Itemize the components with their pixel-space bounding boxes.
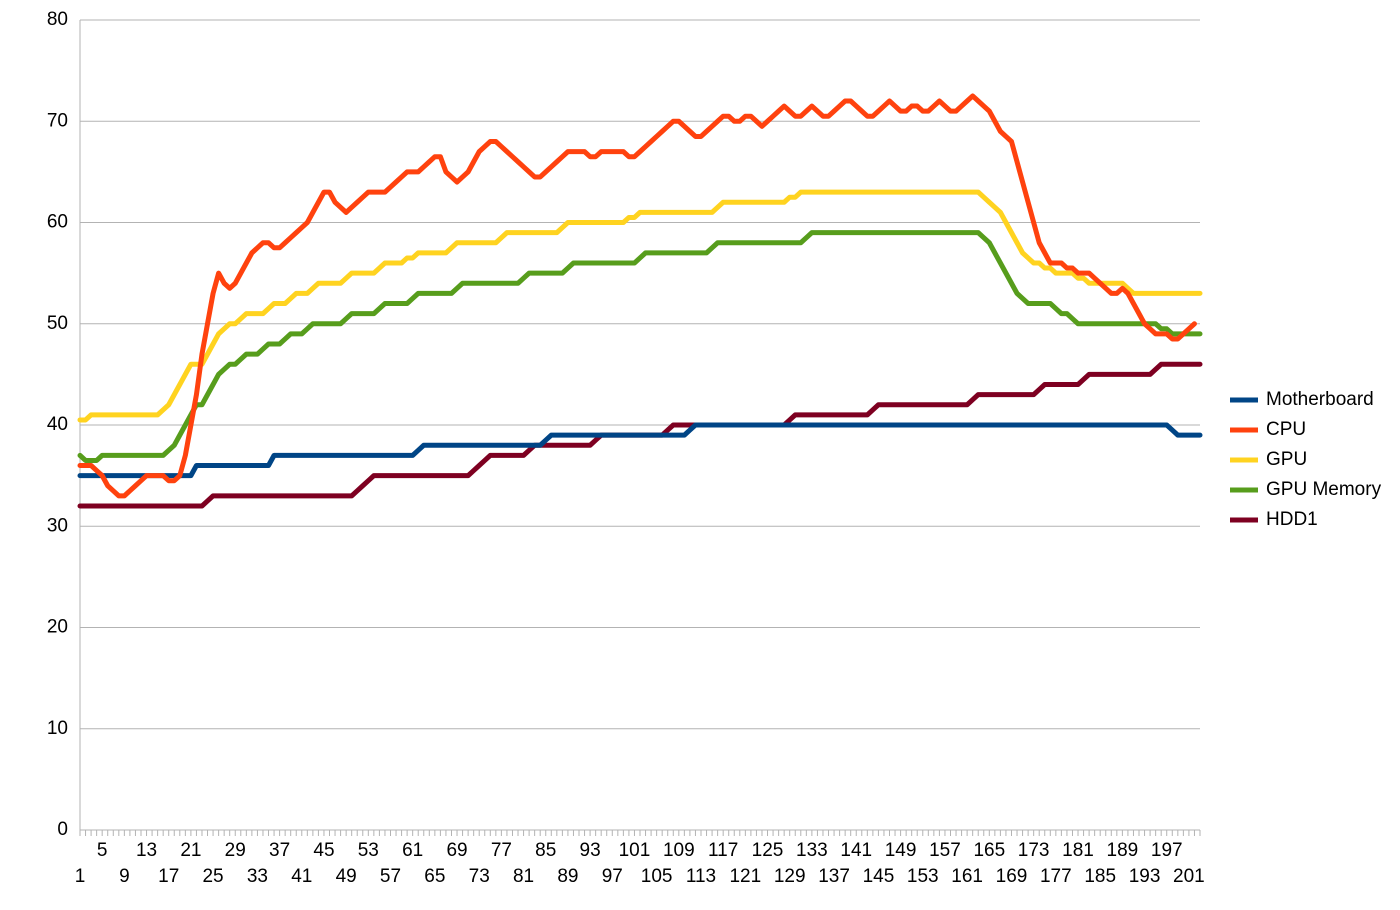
x-tick-label: 41 xyxy=(291,866,312,887)
x-tick-label: 181 xyxy=(1062,840,1094,861)
x-tick-label: 193 xyxy=(1129,866,1161,887)
x-tick-label: 61 xyxy=(402,840,423,861)
chart-svg: 0102030405060708051321293745536169778593… xyxy=(0,0,1400,910)
x-tick-label: 149 xyxy=(885,840,917,861)
legend-swatch-gpu xyxy=(1230,458,1258,463)
x-tick-label: 105 xyxy=(641,866,673,887)
legend-label-gpu_memory: GPU Memory xyxy=(1266,479,1382,500)
y-tick-label: 50 xyxy=(47,313,68,334)
x-tick-label: 161 xyxy=(951,866,983,887)
x-tick-label: 97 xyxy=(602,866,623,887)
legend-label-cpu: CPU xyxy=(1266,419,1306,440)
legend-swatch-motherboard xyxy=(1230,398,1258,403)
x-tick-label: 65 xyxy=(424,866,445,887)
legend-label-hdd1: HDD1 xyxy=(1266,509,1318,530)
x-tick-label: 101 xyxy=(619,840,651,861)
x-tick-label: 93 xyxy=(580,840,601,861)
legend-label-motherboard: Motherboard xyxy=(1266,389,1374,410)
temperature-line-chart: 0102030405060708051321293745536169778593… xyxy=(0,0,1400,910)
x-tick-label: 185 xyxy=(1084,866,1116,887)
x-tick-label: 17 xyxy=(158,866,179,887)
x-tick-label: 197 xyxy=(1151,840,1183,861)
x-tick-label: 137 xyxy=(818,866,850,887)
x-tick-label: 173 xyxy=(1018,840,1050,861)
y-tick-label: 30 xyxy=(47,515,68,536)
x-tick-label: 13 xyxy=(136,840,157,861)
x-tick-label: 201 xyxy=(1173,866,1205,887)
y-tick-label: 40 xyxy=(47,414,68,435)
y-tick-label: 70 xyxy=(47,110,68,131)
x-tick-label: 33 xyxy=(247,866,268,887)
x-tick-label: 141 xyxy=(840,840,872,861)
x-tick-label: 125 xyxy=(752,840,784,861)
legend-swatch-hdd1 xyxy=(1230,518,1258,523)
y-tick-label: 0 xyxy=(57,819,68,840)
x-tick-label: 157 xyxy=(929,840,961,861)
x-tick-label: 5 xyxy=(97,840,108,861)
y-tick-label: 60 xyxy=(47,212,68,233)
legend-swatch-gpu_memory xyxy=(1230,488,1258,493)
legend-label-gpu: GPU xyxy=(1266,449,1307,470)
x-tick-label: 109 xyxy=(663,840,695,861)
legend-swatch-cpu xyxy=(1230,428,1258,433)
x-tick-label: 153 xyxy=(907,866,939,887)
x-tick-label: 25 xyxy=(202,866,223,887)
x-tick-label: 21 xyxy=(180,840,201,861)
x-tick-label: 1 xyxy=(75,866,86,887)
x-tick-label: 85 xyxy=(535,840,556,861)
x-tick-label: 53 xyxy=(358,840,379,861)
x-tick-label: 9 xyxy=(119,866,130,887)
x-tick-label: 57 xyxy=(380,866,401,887)
x-tick-label: 177 xyxy=(1040,866,1072,887)
x-tick-label: 121 xyxy=(729,866,761,887)
x-tick-label: 133 xyxy=(796,840,828,861)
x-tick-label: 69 xyxy=(446,840,467,861)
x-tick-label: 129 xyxy=(774,866,806,887)
x-tick-label: 169 xyxy=(996,866,1028,887)
x-tick-label: 89 xyxy=(557,866,578,887)
x-tick-label: 189 xyxy=(1107,840,1139,861)
x-tick-label: 29 xyxy=(225,840,246,861)
x-tick-label: 73 xyxy=(469,866,490,887)
x-tick-label: 113 xyxy=(686,866,716,887)
y-tick-label: 20 xyxy=(47,617,68,638)
x-tick-label: 81 xyxy=(513,866,534,887)
x-tick-label: 37 xyxy=(269,840,290,861)
x-tick-label: 145 xyxy=(863,866,895,887)
y-tick-label: 10 xyxy=(47,718,68,739)
y-tick-label: 80 xyxy=(47,9,68,30)
x-tick-label: 117 xyxy=(708,840,738,861)
x-tick-label: 49 xyxy=(336,866,357,887)
x-tick-label: 165 xyxy=(973,840,1005,861)
x-tick-label: 45 xyxy=(313,840,334,861)
x-tick-label: 77 xyxy=(491,840,512,861)
